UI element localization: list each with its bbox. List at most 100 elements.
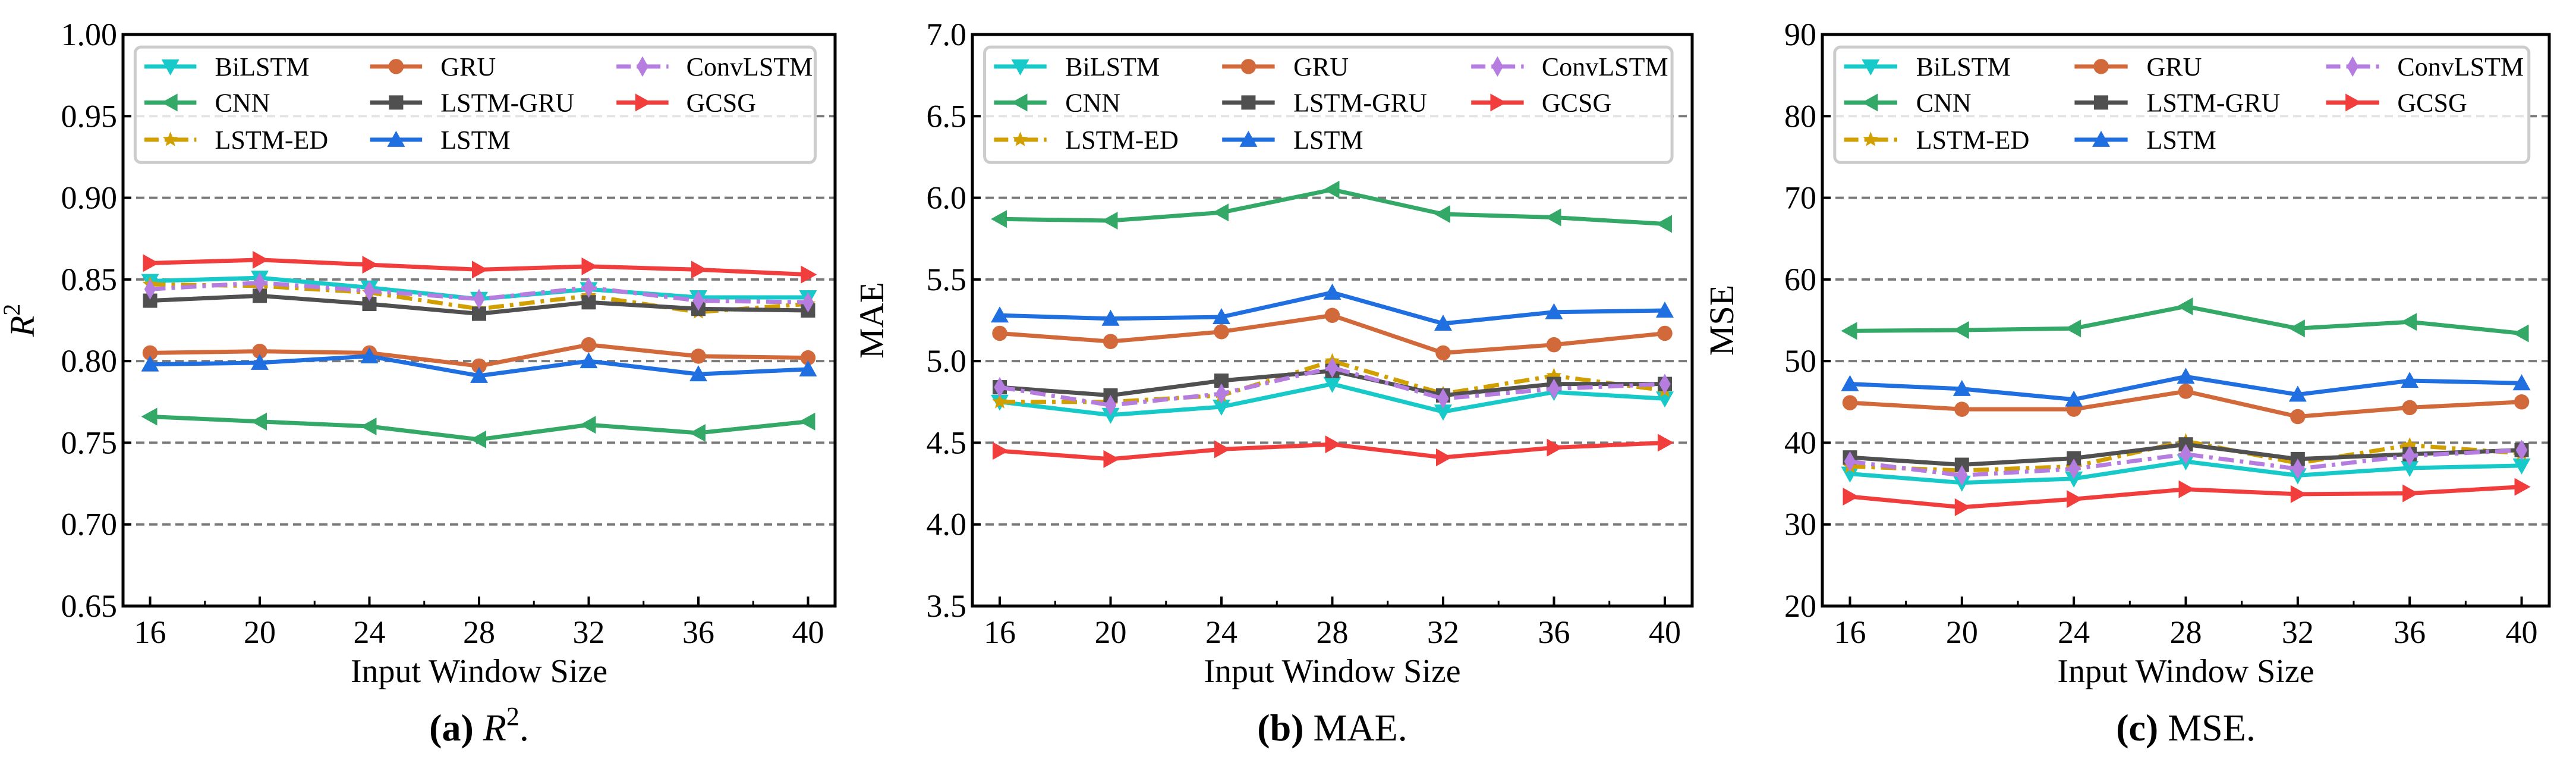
y-tick-label: 0.90 <box>61 180 118 216</box>
legend-item: BiLSTM <box>994 52 1160 81</box>
data-point <box>1657 325 1673 341</box>
legend-label: LSTM-ED <box>1065 125 1179 155</box>
data-point <box>2515 440 2528 461</box>
y-tick-label: 0.85 <box>61 262 118 297</box>
plot-frame <box>1821 33 2551 608</box>
data-point <box>1953 321 1969 339</box>
data-point <box>360 417 377 435</box>
data-point <box>1213 400 1231 416</box>
data-point <box>799 360 817 376</box>
legend-item: LSTM-ED <box>1844 125 2029 155</box>
data-point <box>689 365 707 382</box>
caption-label: (c) <box>2116 707 2158 749</box>
data-point <box>1101 309 1120 326</box>
data-point <box>143 293 158 308</box>
legend-label: GCSG <box>2397 88 2467 117</box>
data-point <box>2402 484 2419 503</box>
data-point <box>360 347 379 363</box>
legend: BiLSTM GRU ConvLSTM CNN LSTM-GRU GCSG LSTM-ED L… <box>133 45 817 164</box>
y-tick-label: 0.75 <box>61 425 118 460</box>
data-point <box>1434 314 1452 331</box>
legend-label: GRU <box>440 52 496 81</box>
data-point <box>362 256 379 274</box>
data-point <box>994 376 1006 398</box>
x-axis-label: Input Window Size <box>1204 653 1460 690</box>
x-tick-label: 16 <box>984 614 1016 650</box>
data-point <box>2401 460 2419 477</box>
caption-text: MAE. <box>1304 707 1407 749</box>
x-tick-label: 28 <box>463 614 495 650</box>
data-point <box>2180 444 2192 464</box>
x-tick-label: 20 <box>244 614 276 650</box>
series-lstm <box>991 283 1674 331</box>
caption: (c) MSE. <box>2116 707 2256 749</box>
data-point <box>1657 434 1674 452</box>
legend-marker <box>2345 93 2362 112</box>
data-point <box>2065 390 2083 407</box>
y-tick-label: 80 <box>1784 98 1816 134</box>
y-tick-label: 5.5 <box>927 262 967 297</box>
x-tick-label: 32 <box>1427 614 1459 650</box>
legend: BiLSTM GRU ConvLSTM CNN LSTM-GRU GCSG LSTM-ED L… <box>983 45 1674 164</box>
x-tick-label: 24 <box>2058 614 2090 650</box>
legend-label: LSTM <box>1293 125 1363 155</box>
caption-text: MSE. <box>2158 707 2256 749</box>
y-tick-label: 1.00 <box>61 17 118 52</box>
series-convlstm <box>144 272 814 313</box>
data-point <box>1213 308 1231 325</box>
data-point <box>692 290 704 311</box>
data-point <box>1655 302 1674 318</box>
legend-marker <box>1862 93 1878 112</box>
x-tick-label: 40 <box>2506 614 2538 650</box>
data-point <box>2404 445 2416 466</box>
legend-label: BiLSTM <box>215 52 310 81</box>
data-point <box>1435 448 1452 467</box>
legend-item: GRU <box>2074 52 2202 81</box>
legend-item: CNN <box>144 88 270 117</box>
legend-item: LSTM <box>370 125 511 155</box>
data-point <box>581 337 597 353</box>
data-point <box>1953 379 1971 396</box>
data-point <box>2292 459 2304 479</box>
data-point <box>2065 471 2083 488</box>
x-tick-label: 20 <box>1095 614 1127 650</box>
y-tick-label: 6.0 <box>927 180 967 216</box>
y-tick-label: 0.65 <box>61 588 118 624</box>
data-point <box>251 412 267 431</box>
legend-marker <box>1491 56 1504 77</box>
x-tick-label: 40 <box>792 614 824 650</box>
legend-label: LSTM-GRU <box>2146 88 2280 117</box>
data-point <box>1215 383 1227 404</box>
data-point <box>141 355 159 372</box>
data-point <box>1325 435 1341 454</box>
series-lstm <box>1841 368 2531 407</box>
legend-item: LSTM <box>1222 125 1363 155</box>
data-point <box>2401 313 2417 331</box>
data-point <box>470 430 486 448</box>
y-axis-label-main: MSE <box>1702 285 1741 356</box>
data-point <box>991 306 1009 323</box>
data-point <box>1324 307 1340 324</box>
legend-marker <box>2094 95 2109 110</box>
data-point <box>2514 478 2531 496</box>
legend-marker <box>2093 59 2109 74</box>
legend-item: GCSG <box>616 88 756 117</box>
data-point <box>2512 458 2531 475</box>
legend-item: CNN <box>1844 88 1972 117</box>
legend-label: ConvLSTM <box>2397 52 2524 81</box>
legend-item: LSTM-GRU <box>1222 88 1427 117</box>
legend-label: LSTM-GRU <box>440 88 574 117</box>
data-point <box>1323 376 1341 393</box>
legend-label: CNN <box>1916 88 1972 117</box>
data-point <box>2178 480 2195 498</box>
y-axis-label: MAE <box>852 282 891 359</box>
data-point <box>689 423 706 442</box>
legend-marker <box>1239 130 1258 147</box>
data-point <box>1842 395 1858 410</box>
legend: BiLSTM GRU ConvLSTM CNN LSTM-GRU GCSG LSTM-ED L… <box>1833 45 2531 164</box>
data-point <box>2512 374 2531 391</box>
data-point <box>141 407 158 426</box>
series-convlstm <box>1844 440 2528 486</box>
data-point <box>802 292 814 313</box>
